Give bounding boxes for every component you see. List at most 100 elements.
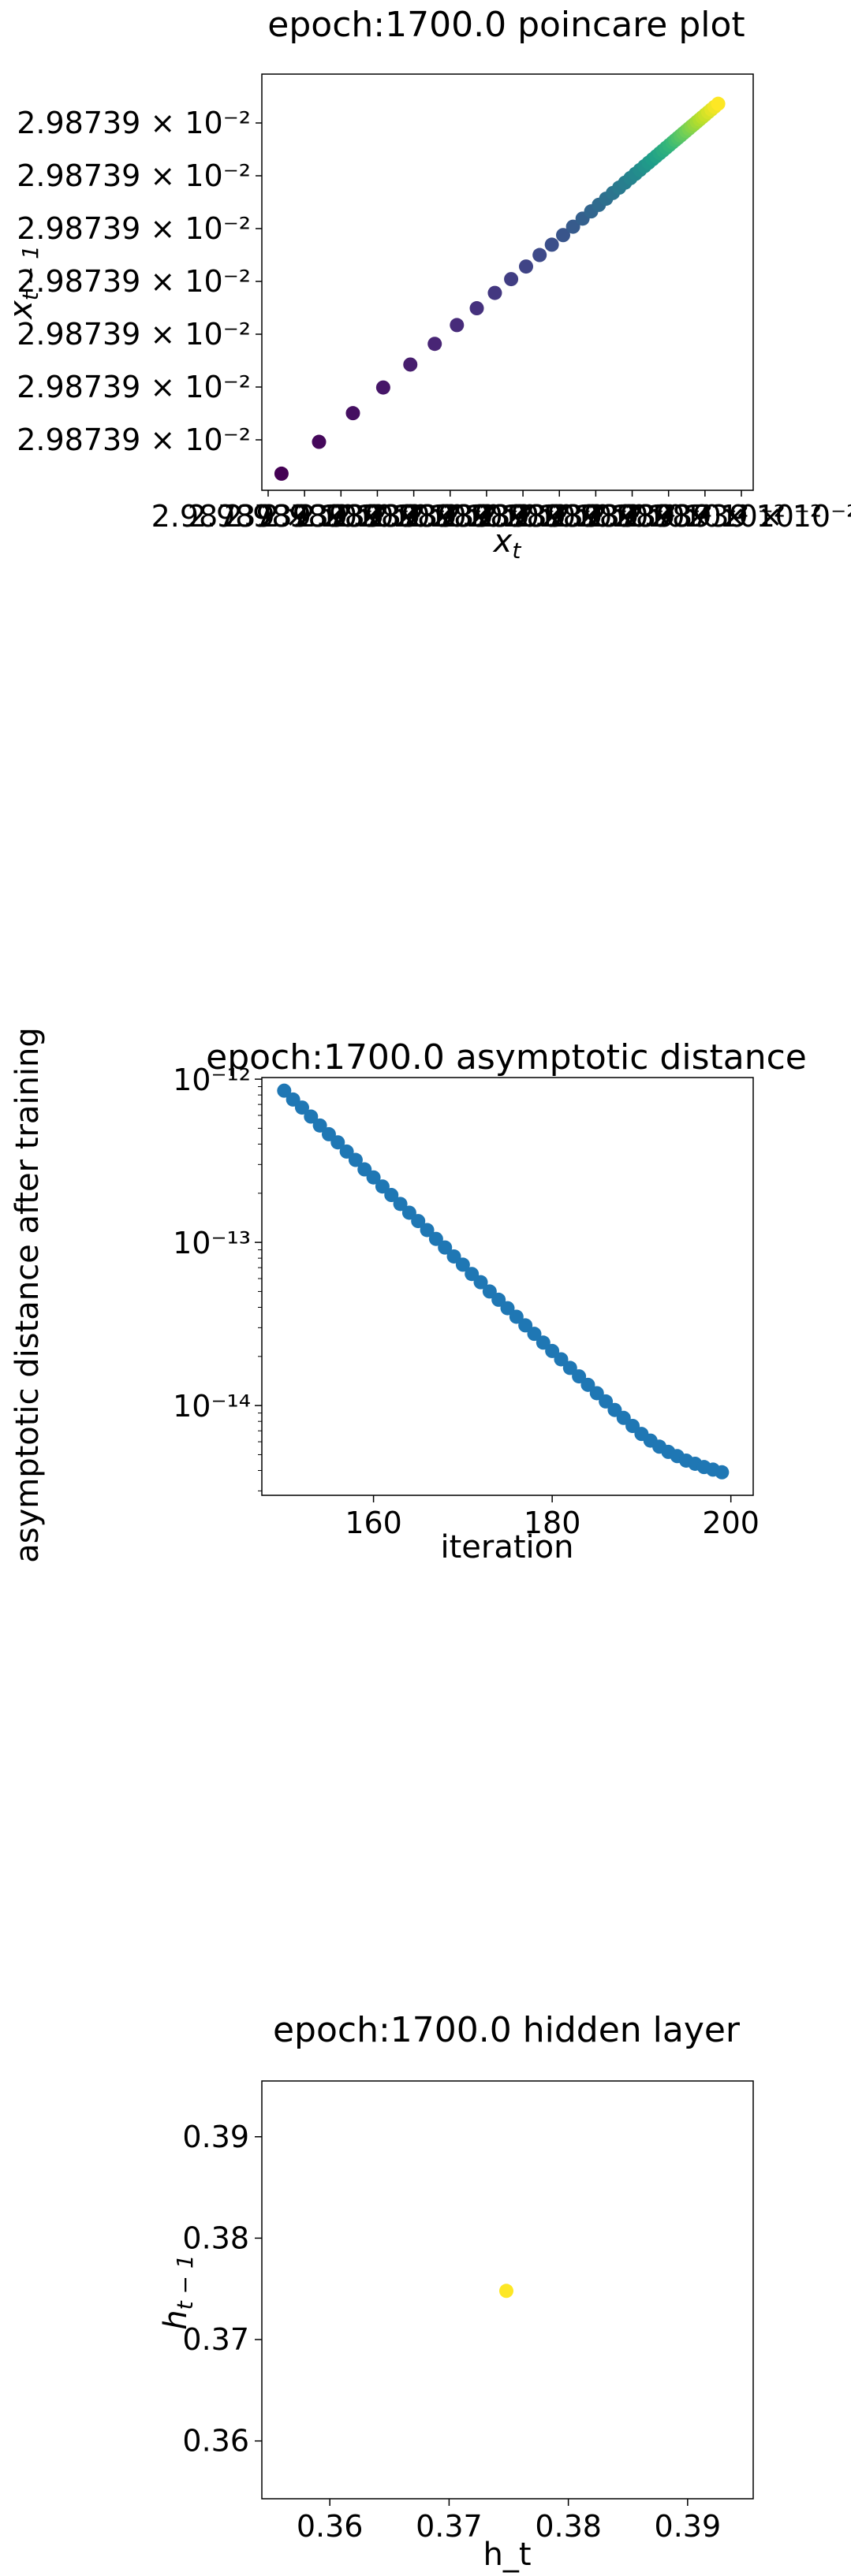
poincare-point [312, 434, 327, 449]
poincare-x-tick-label: 2.98739 × 10⁻² [625, 499, 851, 534]
asymptotic-point [304, 1109, 319, 1124]
poincare-y-tick-label: 2.98739 × 10⁻² [17, 264, 251, 299]
asymptotic-y-tick-label: 10⁻¹² [173, 1063, 251, 1097]
asymptotic-point [527, 1327, 542, 1342]
asymptotic-x-tick-label: 200 [702, 1506, 760, 1540]
poincare-point [544, 237, 559, 252]
poincare-point [532, 248, 547, 262]
hidden-layer-x-label: h_t [483, 2537, 531, 2573]
hidden-layer-y-ticks: 0.36 0.37 0.38 0.39 [182, 2120, 262, 2459]
asymptotic-title: epoch:1700.0 asymptotic distance [206, 1037, 807, 1078]
poincare-x-tick-label: 2.98739 × 10⁻² [370, 499, 604, 534]
poincare-y-label: xt − 1 [3, 245, 43, 321]
poincare-point [469, 301, 484, 316]
asymptotic-point [580, 1377, 595, 1392]
asymptotic-point [518, 1318, 533, 1333]
poincare-y-tick-label: 2.98739 × 10⁻² [17, 211, 251, 246]
poincare-chart: epoch:1700.0 poincare plot 2.98739 × 10⁻… [3, 5, 851, 564]
asymptotic-point [438, 1240, 453, 1255]
asymptotic-point [465, 1267, 480, 1282]
poincare-y-tick-label: 2.98739 × 10⁻² [17, 158, 251, 193]
poincare-x-tick-label: 2.98739 × 10⁻² [551, 499, 786, 534]
hidden-layer-x-tick-label: 0.36 [297, 2509, 364, 2544]
asymptotic-y-ticks: 10⁻¹² 10⁻¹³ 10⁻¹⁴ [173, 1063, 262, 1491]
poincare-x-tick-label: 2.98739 × 10⁻² [224, 499, 458, 534]
poincare-x-tick-label: 2.98739 × 10⁻² [188, 499, 422, 534]
asymptotic-point [500, 1301, 515, 1316]
hidden-layer-plot-area [261, 2080, 754, 2500]
poincare-points [274, 96, 726, 481]
poincare-point [504, 272, 519, 287]
asymptotic-x-ticks: 160 180 200 [345, 1495, 760, 1540]
poincare-point [487, 285, 502, 300]
asymptotic-point [339, 1144, 354, 1159]
poincare-point [450, 318, 465, 333]
asymptotic-point [428, 1231, 443, 1246]
asymptotic-points [277, 1083, 730, 1480]
asymptotic-point [599, 1394, 614, 1409]
asymptotic-x-tick-label: 180 [524, 1506, 581, 1540]
asymptotic-point [491, 1292, 506, 1307]
poincare-y-tick-label: 2.98739 × 10⁻² [17, 317, 251, 352]
asymptotic-point [536, 1335, 551, 1350]
hidden-layer-x-tick-label: 0.38 [535, 2509, 602, 2544]
hidden-layer-title: epoch:1700.0 hidden layer [273, 2010, 741, 2050]
hidden-layer-x-tick-label: 0.37 [416, 2509, 483, 2544]
asymptotic-chart: epoch:1700.0 asymptotic distance 10⁻¹²10… [9, 1027, 807, 1565]
asymptotic-point [375, 1179, 390, 1194]
asymptotic-point [482, 1284, 497, 1299]
asymptotic-y-tick-label: 10⁻¹⁴ [173, 1389, 251, 1424]
asymptotic-point [473, 1275, 488, 1290]
poincare-x-tick-label: 2.98739 × 10⁻² [442, 499, 677, 534]
hidden-layer-y-tick-label: 0.39 [182, 2120, 249, 2154]
poincare-x-tick-label: 2.98739 × 10⁻² [333, 499, 567, 534]
asymptotic-point [554, 1352, 569, 1367]
hidden-layer-y-label: ht − 1 [158, 2254, 198, 2329]
asymptotic-point [312, 1118, 327, 1133]
hidden-layer-y-tick-label: 0.37 [182, 2322, 249, 2357]
asymptotic-point [366, 1170, 381, 1185]
asymptotic-x-tick-label: 160 [345, 1506, 402, 1540]
poincare-point [555, 228, 570, 243]
asymptotic-point [455, 1257, 470, 1272]
hidden-layer-x-ticks: 0.36 0.37 0.38 0.39 [297, 2499, 721, 2544]
poincare-x-tick-label: 2.98739 × 10⁻² [151, 499, 386, 534]
asymptotic-point [393, 1197, 408, 1212]
asymptotic-point [715, 1465, 730, 1480]
asymptotic-y-label: asymptotic distance after training [9, 1027, 46, 1563]
asymptotic-point [572, 1369, 587, 1384]
poincare-x-tick-label: 2.98739 × 10⁻² [297, 499, 531, 534]
hidden-layer-y-tick-label: 0.36 [182, 2424, 249, 2459]
poincare-point [345, 406, 360, 421]
poincare-point [565, 219, 580, 234]
asymptotic-point [401, 1205, 416, 1220]
asymptotic-y-tick-label: 10⁻¹³ [173, 1226, 251, 1260]
poincare-x-tick-label: 2.98739 × 10⁻² [588, 499, 822, 534]
hidden-layer-x-tick-label: 0.39 [655, 2509, 722, 2544]
asymptotic-point [348, 1152, 363, 1167]
poincare-x-tick-label: 2.98739 × 10⁻² [260, 499, 495, 534]
poincare-point [403, 357, 418, 372]
poincare-plot-area [261, 73, 754, 491]
poincare-point [274, 466, 289, 481]
poincare-point [375, 380, 390, 395]
asymptotic-point [277, 1083, 292, 1098]
asymptotic-point [545, 1343, 560, 1358]
hidden-layer-chart: epoch:1700.0 hidden layer 0.360.370.380.… [158, 2010, 754, 2573]
poincare-x-ticks: 2.98739 × 10⁻²2.98739 × 10⁻²2.98739 × 10… [151, 490, 851, 534]
poincare-y-tick-label: 2.98739 × 10⁻² [17, 423, 251, 457]
asymptotic-point [330, 1135, 345, 1150]
asymptotic-point [589, 1386, 604, 1401]
asymptotic-point [420, 1223, 435, 1238]
asymptotic-point [446, 1249, 461, 1264]
poincare-point [711, 96, 726, 111]
asymptotic-point [411, 1214, 426, 1229]
hidden-layer-y-tick-label: 0.38 [182, 2220, 249, 2255]
poincare-title: epoch:1700.0 poincare plot [267, 5, 745, 45]
poincare-y-tick-label: 2.98739 × 10⁻² [17, 106, 251, 140]
poincare-x-tick-label: 2.98739 × 10⁻² [406, 499, 640, 534]
asymptotic-point [294, 1100, 309, 1115]
asymptotic-point [384, 1188, 399, 1203]
asymptotic-point [509, 1309, 524, 1324]
